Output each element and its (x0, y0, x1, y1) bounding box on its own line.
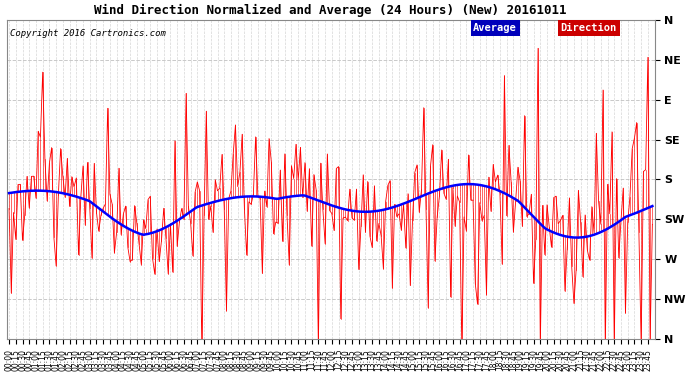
Title: Wind Direction Normalized and Average (24 Hours) (New) 20161011: Wind Direction Normalized and Average (2… (95, 4, 567, 17)
Text: Copyright 2016 Cartronics.com: Copyright 2016 Cartronics.com (10, 29, 166, 38)
Text: Direction: Direction (561, 23, 617, 33)
Text: Average: Average (473, 23, 517, 33)
